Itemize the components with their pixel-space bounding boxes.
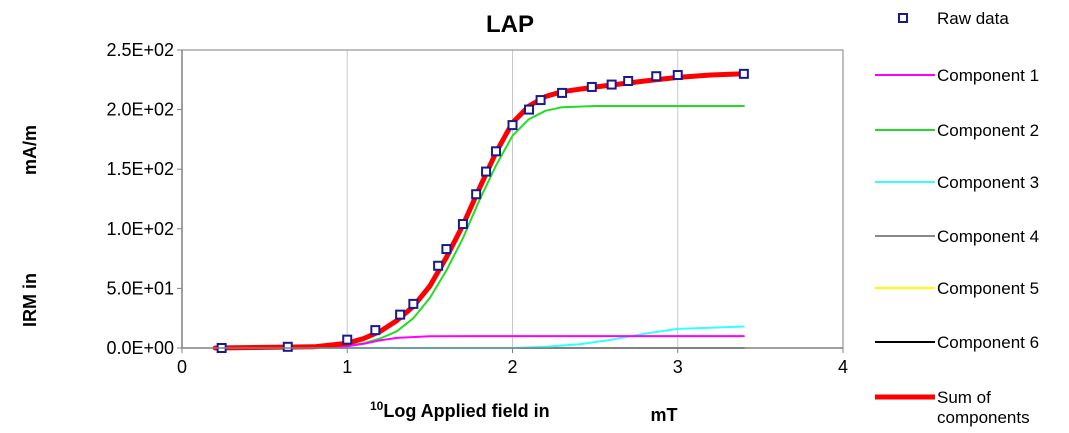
y-tick-label: 1.5E+02 — [106, 159, 174, 179]
raw-data-point — [672, 70, 683, 81]
x-axis-label: 10Log Applied field in — [370, 399, 550, 421]
y-tick-label: 2.5E+02 — [106, 40, 174, 60]
raw-data-point — [557, 87, 568, 98]
series-line-sum-of-components — [212, 71, 747, 351]
plot-axes — [177, 49, 844, 353]
raw-data-point — [408, 298, 419, 309]
y-axis-label: IRM in — [20, 273, 40, 327]
legend-label-line2: components — [937, 408, 1030, 427]
raw-data-point — [606, 79, 617, 90]
raw-data-point — [395, 309, 406, 320]
raw-data-point — [433, 260, 444, 271]
legend-marker-raw-data — [898, 13, 908, 23]
series-line-component-2 — [214, 105, 745, 349]
y-tick-label: 2.0E+02 — [106, 100, 174, 120]
raw-data-point — [370, 325, 381, 336]
x-axis-label-superscript: 10 — [370, 399, 384, 413]
plot-series — [212, 68, 749, 353]
y-axis-unit: mA/m — [20, 125, 40, 175]
raw-data-point — [738, 68, 749, 79]
raw-data-point — [651, 71, 662, 82]
legend-label: Sum of — [937, 388, 991, 407]
raw-data-point — [490, 146, 501, 157]
x-tick-label: 0 — [177, 357, 187, 377]
x-tick-label: 4 — [838, 357, 848, 377]
x-axis-label-text: Log Applied field in — [383, 401, 549, 421]
raw-data-point — [282, 341, 293, 352]
legend-label: Component 2 — [937, 121, 1039, 140]
raw-data-point — [535, 95, 546, 106]
y-tick-label: 0.0E+00 — [106, 338, 174, 358]
raw-data-point — [586, 81, 597, 92]
raw-data-point — [623, 75, 634, 86]
x-tick-label: 3 — [673, 357, 683, 377]
raw-data-point — [471, 189, 482, 200]
raw-data-point — [457, 219, 468, 230]
y-tick-label: 5.0E+01 — [106, 278, 174, 298]
legend-label: Component 5 — [937, 279, 1039, 298]
legend: Raw data Component 1 Component 2 Component … — [875, 9, 1039, 427]
x-tick-labels: 0 1 2 3 4 — [177, 357, 848, 377]
raw-data-point — [524, 104, 535, 115]
legend-label: Raw data — [937, 9, 1009, 28]
raw-data-point — [507, 120, 518, 131]
y-tick-label: 1.0E+02 — [106, 219, 174, 239]
legend-label: Component 1 — [937, 66, 1039, 85]
legend-label: Component 3 — [937, 173, 1039, 192]
plot-grid — [346, 50, 679, 348]
legend-label: Component 6 — [937, 333, 1039, 352]
chart-title: LAP — [486, 11, 534, 38]
raw-data-point — [441, 244, 452, 255]
raw-data-point — [342, 334, 353, 345]
raw-data-point — [481, 166, 492, 177]
x-tick-label: 1 — [342, 357, 352, 377]
x-axis-unit: mT — [651, 405, 678, 425]
x-tick-label: 2 — [507, 357, 517, 377]
y-tick-labels: 0.0E+00 5.0E+01 1.0E+02 1.5E+02 2.0E+02 2.5E+… — [106, 40, 174, 358]
legend-label: Component 4 — [937, 227, 1039, 246]
